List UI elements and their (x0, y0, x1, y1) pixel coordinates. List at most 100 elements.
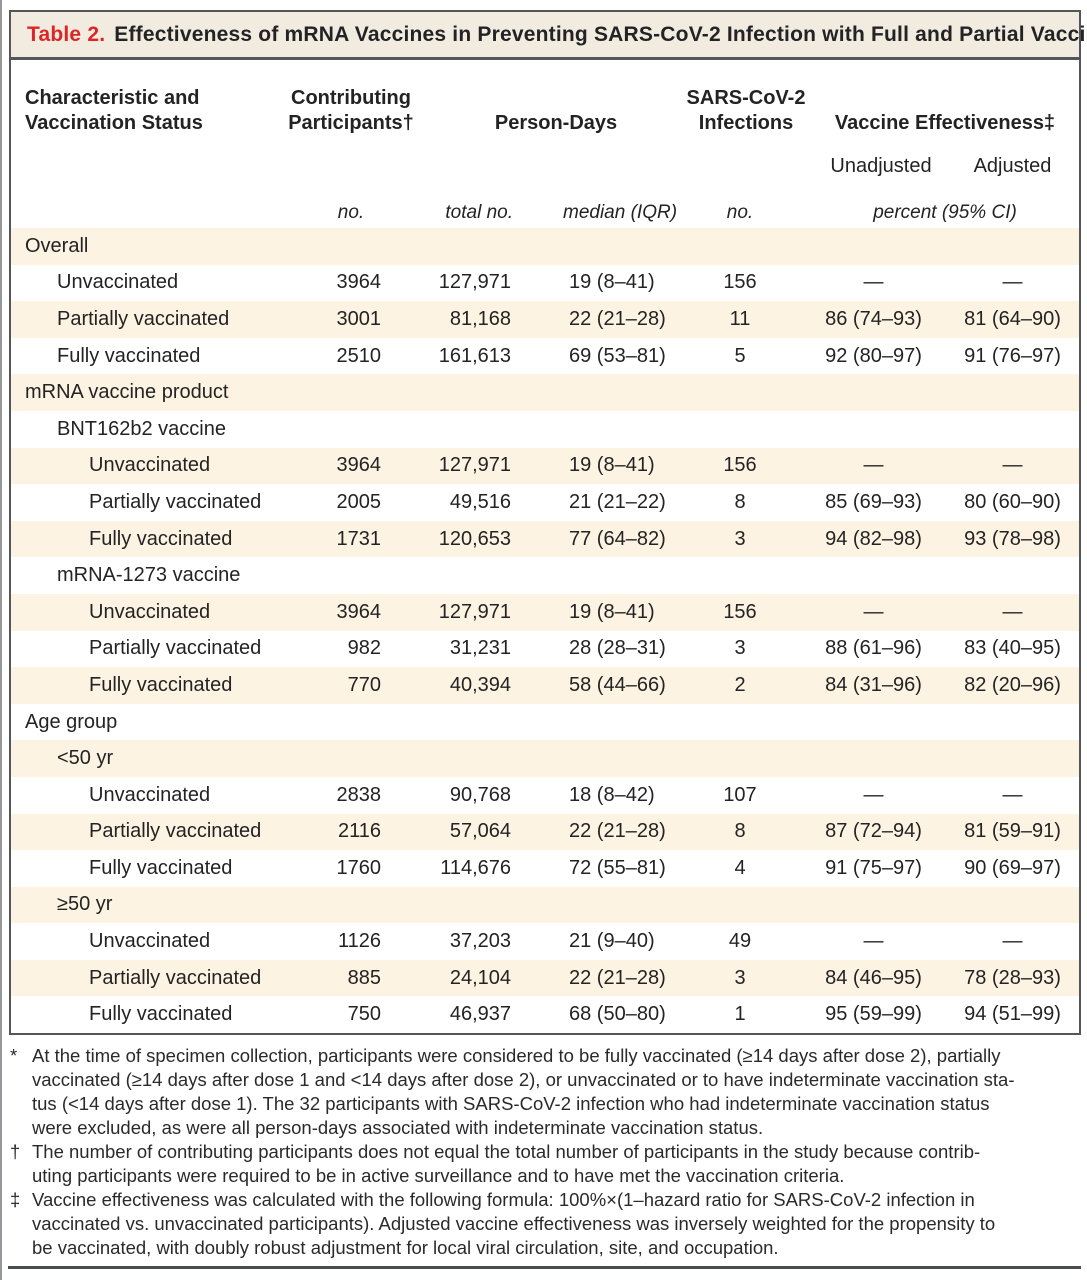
col-header-person-days: Person-Days (494, 112, 618, 134)
cell-person-days-total: 37,203 (449, 930, 511, 953)
cell-ve-unadjusted: — (863, 783, 884, 806)
table-row: Unvaccinated 2838 90,768 18 (8–42) 107 — — (11, 776, 1079, 814)
cell-ve-unadjusted: 87 (72–94) (825, 820, 922, 843)
table-header: Characteristic and Vaccination Status Co… (11, 60, 1079, 228)
cell-label: Fully vaccinated (89, 673, 233, 696)
cell-participants: 770 (347, 673, 381, 696)
cell-ve-adjusted: — (1002, 600, 1023, 623)
footnote: † The number of contributing participants… (10, 1140, 1082, 1188)
cell-infections: 107 (723, 783, 757, 806)
cell-label: Partially vaccinated (89, 966, 262, 989)
cell-label: Fully vaccinated (89, 856, 233, 879)
bottom-rule (8, 1266, 1081, 1269)
table-row: Partially vaccinated 2005 49,516 21 (21–22)… (11, 484, 1079, 521)
cell-person-days-total: 161,613 (438, 344, 511, 367)
cell-infections: 5 (734, 344, 746, 367)
cell-person-days-median: 21 (9–40) (569, 930, 655, 953)
table-number: Table 2. (27, 22, 106, 46)
table-row: Partially vaccinated 2116 57,064 22 (21–28)… (11, 813, 1079, 851)
cell-label: Overall (25, 234, 89, 257)
cell-person-days-median: 28 (28–31) (569, 637, 666, 660)
cell-ve-unadjusted: 95 (59–99) (825, 1003, 922, 1026)
table-title: Effectiveness of mRNA Vaccines in Preven… (114, 22, 1087, 46)
cell-ve-adjusted: — (1002, 271, 1023, 294)
table2-frame: Table 2. Effectiveness of mRNA Vaccines … (9, 10, 1087, 1036)
cell-ve-adjusted: 81 (59–91) (964, 820, 1061, 843)
cell-label: Partially vaccinated (57, 307, 230, 330)
cell-person-days-total: 81,168 (449, 307, 511, 330)
cell-ve-adjusted: 93 (78–98) (964, 527, 1061, 550)
footnote-line: vaccinated vs. unvaccinated participants… (32, 1213, 996, 1234)
table-row: mRNA vaccine product (11, 374, 1079, 411)
cell-participants: 2116 (337, 820, 381, 843)
cell-ve-unadjusted: 86 (74–93) (825, 307, 922, 330)
cell-ve-unadjusted: 84 (46–95) (825, 966, 922, 989)
unit-total-no: total no. (445, 202, 513, 223)
footnote-line: vaccinated (≥14 days after dose 1 and <1… (32, 1069, 1015, 1090)
footnote-symbol: ‡ (10, 1189, 21, 1210)
cell-participants: 3964 (336, 600, 382, 623)
col-header-adjusted: Adjusted (973, 155, 1052, 177)
cell-ve-unadjusted: — (863, 930, 884, 953)
cell-infections: 8 (734, 820, 746, 843)
col-header-effectiveness: Vaccine Effectiveness‡ (834, 112, 1056, 134)
cell-ve-adjusted: 82 (20–96) (964, 673, 1061, 696)
cell-person-days-total: 57,064 (449, 820, 511, 843)
cell-infections: 1 (734, 1003, 746, 1026)
cell-label: Unvaccinated (89, 454, 211, 477)
cell-label: ≥50 yr (57, 893, 113, 916)
cell-ve-adjusted: 90 (69–97) (964, 856, 1061, 879)
cell-person-days-median: 58 (44–66) (569, 673, 666, 696)
footnote-line: tus (<14 days after dose 1). The 32 part… (32, 1093, 990, 1114)
col-header-unadjusted: Unadjusted (830, 155, 932, 177)
cell-infections: 156 (723, 271, 757, 294)
cell-person-days-median: 22 (21–28) (569, 307, 666, 330)
cell-ve-adjusted: 80 (60–90) (964, 490, 1061, 513)
cell-ve-unadjusted: — (863, 271, 884, 294)
unit-infections-no: no. (726, 202, 754, 223)
table-row: Unvaccinated 1126 37,203 21 (9–40) 49 — — (11, 923, 1079, 960)
cell-infections: 49 (728, 930, 752, 953)
cell-ve-adjusted: 81 (64–90) (964, 307, 1061, 330)
cell-ve-unadjusted: 85 (69–93) (825, 490, 922, 513)
footnote-line: Vaccine effectiveness was calculated wit… (32, 1189, 975, 1210)
col-header-participants: Contributing Participants† (288, 87, 414, 134)
cell-ve-unadjusted: 91 (75–97) (825, 856, 922, 879)
cell-infections: 3 (734, 527, 746, 550)
cell-person-days-total: 127,971 (438, 600, 511, 623)
table-row: <50 yr (11, 740, 1079, 777)
cell-ve-unadjusted: — (863, 454, 884, 477)
unit-percent-ci: percent (95% CI) (873, 202, 1017, 223)
page-edge-rule (0, 0, 2, 1280)
cell-person-days-total: 127,971 (438, 271, 511, 294)
cell-label: Partially vaccinated (89, 820, 262, 843)
cell-label: Unvaccinated (57, 271, 179, 294)
cell-ve-unadjusted: 92 (80–97) (825, 344, 922, 367)
cell-ve-adjusted: 78 (28–93) (964, 966, 1061, 989)
cell-person-days-total: 127,971 (438, 454, 511, 477)
cell-infections: 156 (723, 600, 757, 623)
cell-ve-adjusted: — (1002, 783, 1023, 806)
cell-label: Fully vaccinated (89, 527, 233, 550)
table-row: Unvaccinated 3964 127,971 19 (8–41) 156 — — (11, 447, 1079, 485)
footnote-line: At the time of specimen collection, part… (32, 1045, 1001, 1066)
table-row: Fully vaccinated 1760 114,676 72 (55–81) 4 91… (11, 850, 1079, 887)
table-row: ≥50 yr (11, 886, 1079, 924)
cell-person-days-median: 69 (53–81) (569, 344, 666, 367)
cell-person-days-median: 22 (21–28) (569, 966, 666, 989)
cell-ve-unadjusted: 94 (82–98) (825, 527, 922, 550)
cell-label: BNT162b2 vaccine (57, 417, 226, 440)
cell-participants: 2838 (336, 783, 382, 806)
cell-participants: 3964 (336, 271, 382, 294)
table-row: Fully vaccinated 770 40,394 58 (44–66) 2 84 (… (11, 667, 1079, 704)
cell-participants: 1731 (336, 527, 382, 550)
cell-label: Age group (25, 710, 118, 733)
cell-participants: 3001 (336, 307, 382, 330)
table-row: Unvaccinated 3964 127,971 19 (8–41) 156 — — (11, 264, 1079, 302)
footnote: * At the time of specimen collection, par… (10, 1044, 1082, 1140)
cell-infections: 2 (734, 673, 746, 696)
cell-infections: 11 (729, 307, 751, 330)
footnotes: * At the time of specimen collection, par… (10, 1044, 1082, 1260)
table-row: Fully vaccinated 1731 120,653 77 (64–82) 3 94… (11, 520, 1079, 558)
cell-person-days-total: 120,653 (438, 527, 511, 550)
